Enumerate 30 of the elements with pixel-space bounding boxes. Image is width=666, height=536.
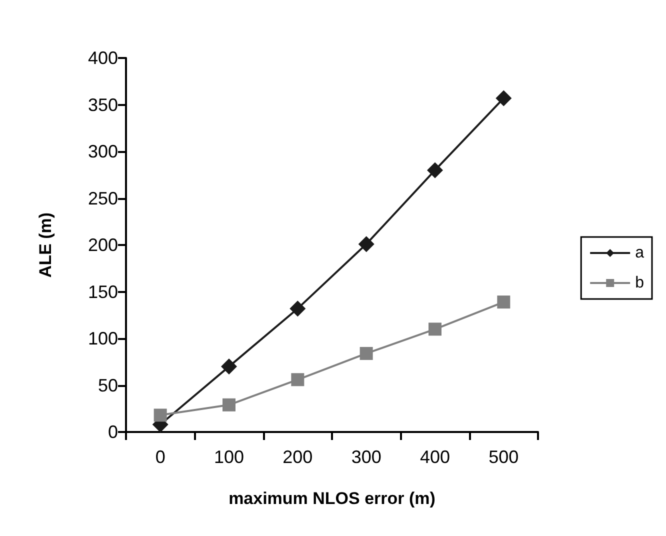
y-tick-label: 100 xyxy=(88,328,118,348)
point xyxy=(497,296,510,309)
point xyxy=(428,322,442,336)
legend-label: b xyxy=(635,274,644,292)
x-axis-title: maximum NLOS error (m) xyxy=(228,489,436,508)
point xyxy=(496,90,512,106)
x-tick-label: 200 xyxy=(282,447,313,467)
y-axis-title: ALE (m) xyxy=(36,212,55,278)
point xyxy=(290,300,306,317)
y-tick-label: 150 xyxy=(88,282,118,302)
x-tick-label: 300 xyxy=(351,447,382,467)
point xyxy=(360,346,373,360)
y-tick-label: 400 xyxy=(88,48,118,68)
x-tick-label: 0 xyxy=(155,447,166,467)
point xyxy=(154,408,167,422)
point xyxy=(358,236,374,252)
point xyxy=(221,358,237,375)
point xyxy=(427,162,443,178)
y-tick-label: 50 xyxy=(98,375,118,396)
x-tick-label: 500 xyxy=(488,447,519,467)
y-tick-label: 200 xyxy=(88,235,118,255)
point xyxy=(291,373,304,386)
y-tick-label: 350 xyxy=(88,94,118,115)
point xyxy=(222,398,236,412)
y-tick-label: 0 xyxy=(108,422,118,442)
x-tick-label: 100 xyxy=(214,447,244,467)
y-tick-label: 250 xyxy=(88,188,118,208)
y-tick-label: 300 xyxy=(88,142,118,162)
legend-label: a xyxy=(635,244,644,262)
x-tick-label: 400 xyxy=(420,447,450,467)
